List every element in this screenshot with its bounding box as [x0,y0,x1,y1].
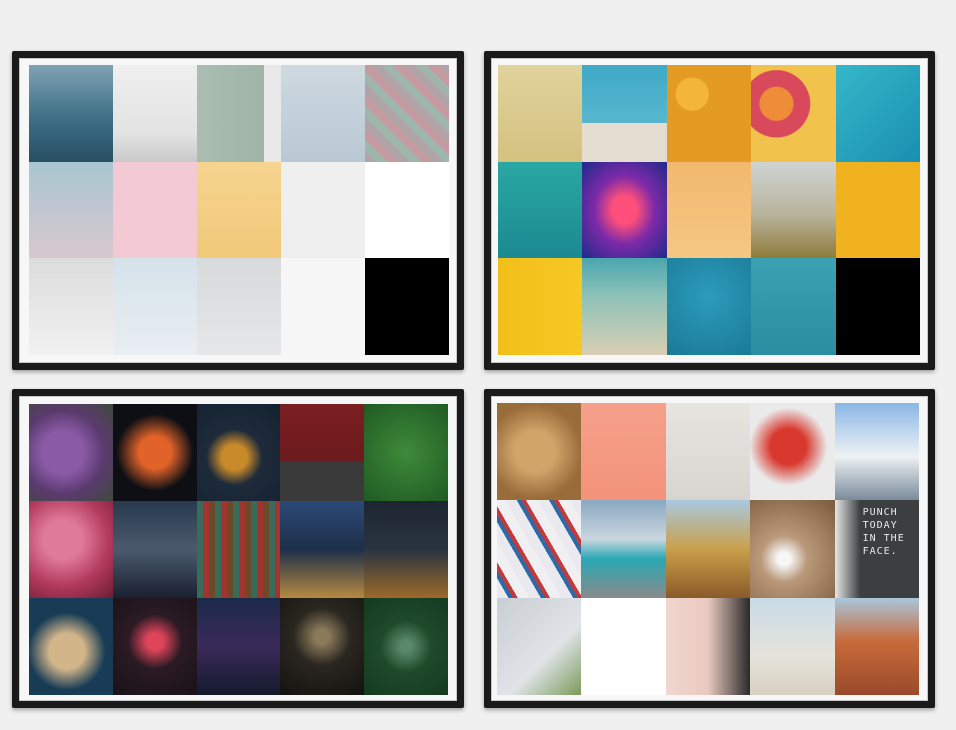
charcuterie-board-tile[interactable] [29,598,113,695]
red-rocks-van-tile[interactable] [834,597,919,695]
neon-corridor-tile[interactable] [582,161,667,259]
motivational-board-tile[interactable]: PUNCH TODAY IN THE FACE. [834,500,919,598]
red-poppies-tile[interactable] [750,403,835,501]
map-camera-plant-tile[interactable] [497,597,582,695]
paraglider-sky-tile[interactable] [113,258,197,355]
motivational-text-line: PUNCH [862,507,898,519]
photo-board-3[interactable] [12,389,464,708]
neon-sign-tile[interactable] [112,598,197,695]
coconut-truck-tile[interactable] [665,500,751,598]
coffee-mug-table-tile[interactable] [750,500,835,598]
photo-grid [29,65,449,355]
neon-alley-tile[interactable] [196,598,281,695]
motorcycle-road-tile[interactable] [751,161,836,259]
leaf-vase-tile[interactable] [281,161,365,259]
food-flatlay-dark-tile[interactable] [196,404,281,501]
citrus-slices-tile[interactable] [751,65,836,162]
photo-board-2[interactable] [484,51,935,370]
photo-board-4[interactable]: PUNCH TODAY IN THE FACE. [484,389,935,708]
pink-lips-paper-tile[interactable] [113,161,197,259]
betta-fish-tile[interactable] [112,404,197,501]
yellow-balls-tile[interactable] [666,65,752,162]
motivational-text-line: TODAY [862,520,898,532]
motivational-text-line: IN THE [862,533,905,545]
photo-board-1[interactable] [12,51,464,370]
santorini-street-tile[interactable] [834,403,919,501]
palm-leaf-coral-tile[interactable] [581,403,666,501]
black-tile[interactable] [835,258,920,355]
turquoise-island-tile[interactable] [835,65,920,162]
photo-grid [29,404,448,695]
flamingo-float-tile[interactable] [498,161,583,259]
mountain-lake-tile[interactable] [581,500,666,598]
running-dog-snow-tile[interactable] [29,258,113,355]
photo-grid: PUNCH TODAY IN THE FACE. [497,403,919,695]
yellow-bust-plant-tile[interactable] [197,161,281,259]
eucalyptus-branch-tile[interactable] [281,258,365,355]
motivational-text-line: FACE. [862,546,898,558]
wall-clock-plant-tile[interactable] [197,258,281,355]
ledge-books-tile[interactable] [665,403,751,501]
green-leaves-tile[interactable] [364,404,448,501]
woman-red-wall-tile[interactable] [280,404,365,501]
pug-yellow-tile[interactable] [835,161,920,259]
balloon-hand-tile[interactable] [365,161,449,259]
black-tile[interactable] [365,258,449,355]
city-street-night-tile[interactable] [112,501,197,598]
sage-wall-lamp-tile[interactable] [197,65,281,162]
beach-friends-tile[interactable] [582,65,667,162]
lion-tile[interactable] [497,403,582,501]
dark-tunnel-tile[interactable] [280,598,365,695]
hot-air-balloons-tile[interactable] [751,258,836,355]
street-art-tile[interactable] [196,501,281,598]
city-lights-blue-tile[interactable] [280,501,365,598]
confetti-teal-tile[interactable] [666,258,752,355]
aerial-beach-tile[interactable] [582,258,667,355]
kingfisher-tile[interactable] [498,65,583,162]
lilac-flowers-tile[interactable] [29,404,113,501]
liquor-bottle-tile[interactable] [666,161,752,259]
pastel-scales-tile[interactable] [365,65,449,162]
holding-hands-tile[interactable] [665,597,751,695]
umbrellas-pattern-tile[interactable] [497,500,582,598]
colored-pins-hand-tile[interactable] [281,65,365,162]
photo-grid [498,65,920,355]
plant-white-tile[interactable] [581,597,666,695]
blossom-branches-tile[interactable] [29,161,113,259]
puppy-beach-tile[interactable] [750,597,835,695]
sea-sparkler-tile[interactable] [29,65,113,162]
city-skyline-night-tile[interactable] [364,501,448,598]
white-room-plant-tile[interactable] [113,65,197,162]
yellow-wall-person-tile[interactable] [498,258,583,355]
pink-flowers-tile[interactable] [29,501,113,598]
forest-waterfall-tile[interactable] [364,598,448,695]
